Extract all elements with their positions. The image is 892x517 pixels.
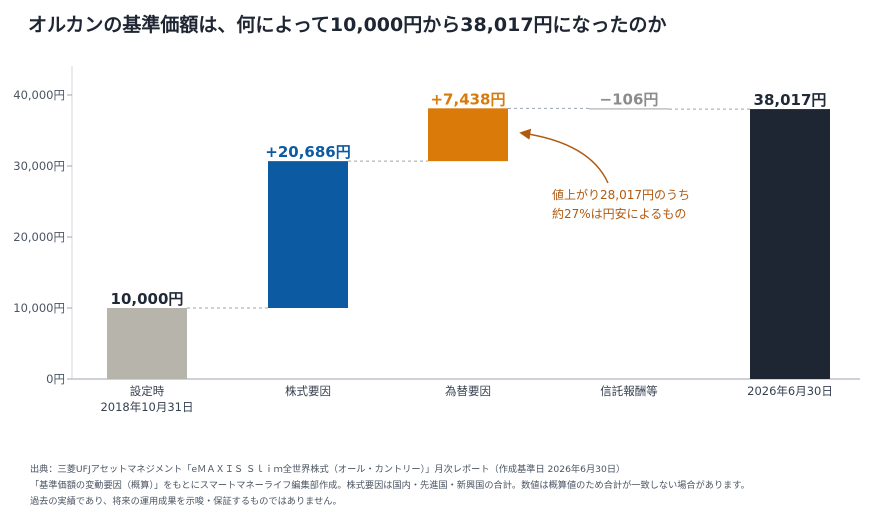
y-tick-label: 0円 — [46, 372, 65, 386]
x-tick-label: 設定時 — [130, 384, 165, 398]
footnote-source: 出典：三菱UFJアセットマネジメント「eＭＡＸＩＳ Ｓｌｉｍ全世界株式（オール・… — [30, 464, 626, 475]
x-tick-label: 信託報酬等 — [600, 384, 658, 398]
bar — [589, 108, 669, 110]
bar-value-label: +20,686円 — [265, 143, 350, 161]
bar-value-label: −106円 — [600, 90, 659, 108]
bar — [750, 109, 830, 380]
bar-value-label: 10,000円 — [111, 290, 184, 308]
x-tick-label: 2026年6月30日 — [747, 384, 833, 398]
y-tick-label: 40,000円 — [13, 88, 65, 102]
bar — [107, 308, 187, 379]
page-title: オルカンの基準価額は、何によって10,000円から38,017円になったのか — [28, 14, 667, 36]
bar-value-label: 38,017円 — [754, 91, 827, 109]
y-tick-label: 30,000円 — [13, 159, 65, 173]
annotation-arrow — [519, 128, 609, 184]
x-tick-label: 2018年10月31日 — [100, 400, 193, 414]
annotation-text: 約27%は円安によるもの — [552, 206, 686, 221]
footnotes: 出典：三菱UFJアセットマネジメント「eＭＡＸＩＳ Ｓｌｉｍ全世界株式（オール・… — [30, 462, 750, 510]
bar — [268, 161, 348, 308]
bar — [428, 108, 508, 162]
y-tick-label: 10,000円 — [13, 301, 65, 315]
bar-value-label: +7,438円 — [430, 90, 505, 108]
waterfall-chart: 0円 10,000円 20,000円 30,000円 40,000円 10,000円 +20… — [13, 66, 860, 414]
x-tick-label: 株式要因 — [285, 384, 331, 398]
footnote-method: 「基準価額の変動要因（概算）」をもとにスマートマネーライフ編集部作成。株式要因は… — [30, 480, 750, 491]
annotation-text: 値上がり28,017円のうち — [552, 187, 690, 202]
footnote-disclaimer: 過去の実績であり、将来の運用成果を示唆・保証するものではありません。 — [30, 496, 342, 507]
x-tick-label: 為替要因 — [445, 384, 491, 398]
y-tick-label: 20,000円 — [13, 230, 65, 244]
